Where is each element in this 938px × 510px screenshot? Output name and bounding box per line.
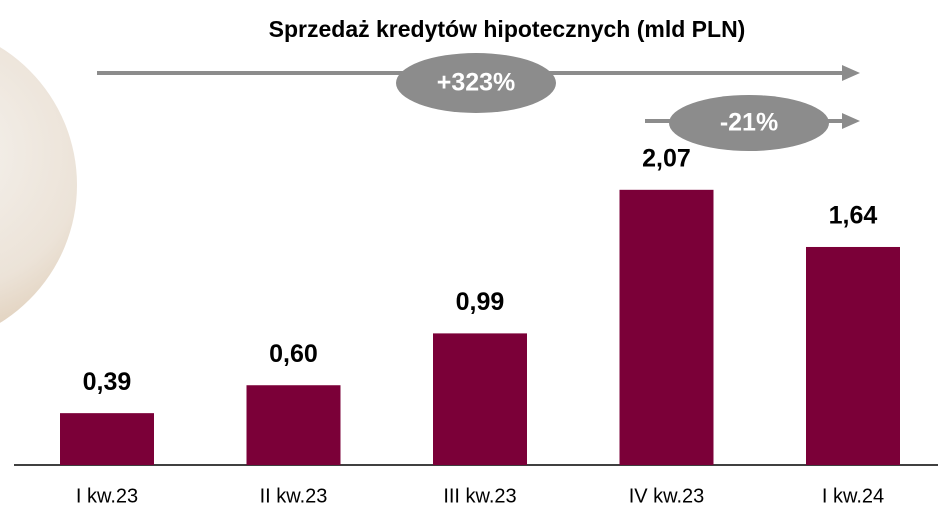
chart-title: Sprzedaż kredytów hipotecznych (mld PLN) bbox=[269, 16, 746, 42]
photo-circle bbox=[0, 23, 77, 347]
annotation: +323% bbox=[437, 69, 516, 97]
change-arrow: -21% bbox=[645, 95, 860, 151]
chart: Sprzedaż kredytów hipotecznych (mld PLN)… bbox=[0, 0, 938, 510]
value-label: 0,39 bbox=[83, 368, 132, 396]
bar bbox=[620, 190, 714, 465]
bar bbox=[247, 385, 341, 465]
bar bbox=[60, 413, 154, 465]
x-tick-label: I kw.24 bbox=[822, 485, 884, 507]
annotation: -21% bbox=[720, 109, 778, 137]
value-label: 1,64 bbox=[829, 202, 878, 230]
value-label: 0,99 bbox=[456, 288, 505, 316]
bar bbox=[433, 333, 527, 465]
x-tick-label: I kw.23 bbox=[76, 485, 138, 507]
value-label: 0,60 bbox=[269, 340, 318, 368]
x-tick-label: IV kw.23 bbox=[629, 485, 705, 507]
x-tick-label: III kw.23 bbox=[443, 485, 516, 507]
x-tick-label: II kw.23 bbox=[260, 485, 328, 507]
value-label: 2,07 bbox=[642, 144, 691, 172]
bar bbox=[806, 247, 900, 465]
